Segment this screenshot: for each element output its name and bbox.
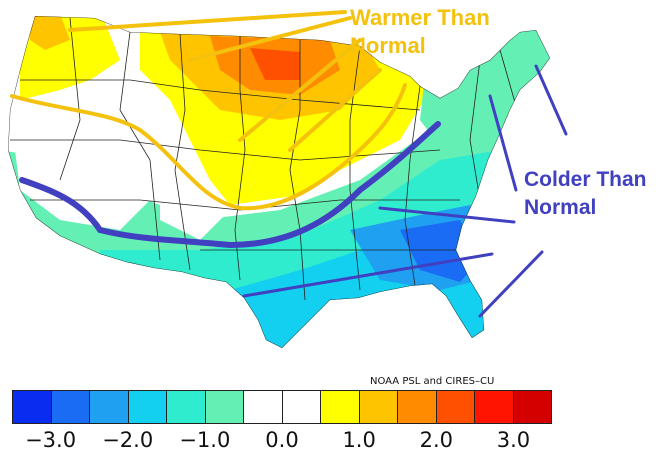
- cold-annotation-lines: [19, 121, 441, 249]
- cold-label-line1: Colder Than: [524, 168, 647, 191]
- legend-tick-label: 0.0: [265, 428, 299, 452]
- legend-swatch: [167, 391, 206, 423]
- legend-tick-label: −2.0: [102, 428, 154, 452]
- legend-tick-label: 1.0: [342, 428, 376, 452]
- color-legend: [12, 390, 552, 424]
- colder-than-normal-label: Colder Than Normal: [524, 166, 647, 222]
- legend-swatch: [359, 391, 398, 423]
- legend-swatch: [321, 391, 360, 423]
- warm-boundary-line: [10, 83, 407, 211]
- legend-swatch: [513, 391, 551, 423]
- legend-swatch: [90, 391, 129, 423]
- legend-swatch: [13, 391, 52, 423]
- legend-swatch: [436, 391, 475, 423]
- cold-pointer-lines: [242, 64, 568, 318]
- legend-tick-label: 3.0: [496, 428, 531, 452]
- legend-swatch: [128, 391, 167, 423]
- warm-label-line1: Warmer Than: [350, 5, 490, 30]
- legend-swatch: [205, 391, 244, 423]
- cold-label-line2: Normal: [524, 196, 597, 219]
- legend-tick-label: 2.0: [419, 428, 453, 452]
- data-credit: NOAA PSL and CIRES–CU: [370, 376, 495, 387]
- legend-swatch: [398, 391, 437, 423]
- legend-swatch: [475, 391, 514, 423]
- warm-annotation-lines: [10, 10, 407, 211]
- us-temperature-anomaly-map: [8, 10, 568, 348]
- legend-tick-label: −1.0: [179, 428, 231, 452]
- legend-swatch: [51, 391, 90, 423]
- legend-swatch: [282, 391, 321, 423]
- cold-boundary-line: [19, 121, 441, 249]
- warmer-than-normal-label: Warmer Than Normal: [350, 4, 490, 60]
- legend-swatch: [244, 391, 283, 423]
- warm-label-line2: Normal: [350, 33, 426, 58]
- legend-tick-label: −3.0: [25, 428, 77, 452]
